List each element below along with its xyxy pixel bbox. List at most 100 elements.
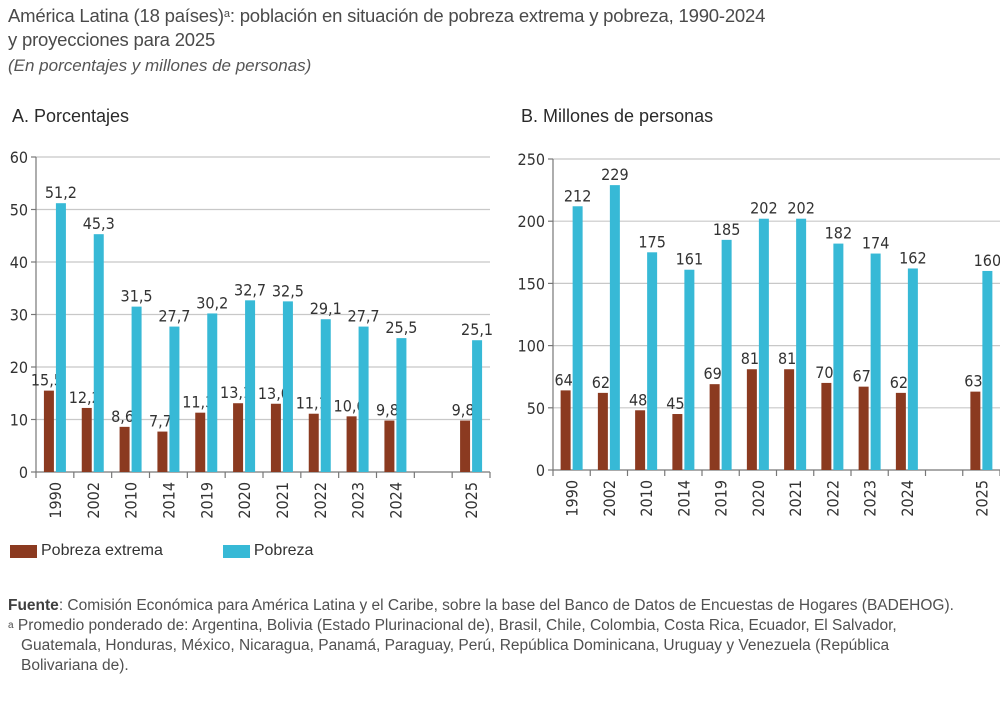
data-label-poverty: 45,3: [83, 214, 115, 233]
data-label-poverty: 160: [974, 251, 1000, 270]
x-tick-label: 2024: [898, 480, 917, 517]
data-label-poverty: 27,7: [348, 307, 380, 326]
data-label-poverty: 25,5: [385, 318, 417, 337]
bar-extreme-poverty: [597, 392, 608, 470]
bar-poverty: [907, 268, 918, 470]
bar-extreme-poverty: [270, 403, 281, 472]
data-label-extreme: 62: [592, 373, 610, 392]
legend-label-poverty: Pobreza: [253, 542, 314, 559]
bar-extreme-poverty: [460, 420, 471, 472]
bar-poverty: [207, 313, 218, 472]
bar-extreme-poverty: [346, 416, 357, 472]
data-label-poverty: 162: [899, 248, 926, 267]
data-label-poverty: 51,2: [45, 183, 77, 202]
title-footnote-mark: a: [223, 8, 230, 20]
bar-extreme-poverty: [43, 390, 54, 472]
x-tick-label: 2020: [235, 482, 254, 519]
x-tick-label: 2022: [823, 480, 842, 517]
legend: Pobreza extrema Pobreza: [10, 542, 373, 560]
bar-poverty: [472, 340, 483, 472]
bar-poverty: [721, 239, 732, 470]
y-tick-label: 20: [10, 358, 28, 377]
x-tick-label: 2010: [122, 482, 141, 519]
title-line2: y proyecciones para 2025: [8, 29, 216, 50]
title-main: América Latina (18 países): [8, 5, 224, 26]
legend-swatch-poverty: [222, 544, 250, 558]
data-label-poverty: 161: [676, 250, 703, 269]
source-label: Fuente: [8, 597, 59, 614]
y-tick-label: 0: [536, 461, 545, 480]
data-label-poverty: 31,5: [121, 287, 153, 306]
figure-title: América Latina (18 países)a: población e…: [8, 4, 765, 52]
x-tick-label: 2024: [386, 482, 405, 519]
data-label-extreme: 67: [852, 367, 870, 386]
bar-extreme-poverty: [195, 412, 206, 472]
data-label-extreme: 11,3: [182, 393, 214, 412]
data-label-poverty: 25,1: [461, 320, 493, 339]
y-tick-label: 200: [518, 212, 545, 231]
bar-extreme-poverty: [709, 384, 720, 470]
figure-subtitle: (En porcentajes y millones de personas): [8, 56, 312, 75]
data-label-extreme: 63: [964, 372, 982, 391]
bar-poverty: [982, 270, 993, 470]
y-tick-label: 40: [10, 253, 28, 272]
bar-extreme-poverty: [233, 403, 244, 472]
bar-extreme-poverty: [821, 382, 832, 470]
bar-extreme-poverty: [746, 369, 757, 470]
data-label-extreme: 10,6: [334, 396, 366, 415]
bar-poverty: [758, 218, 769, 470]
data-label-extreme: 13,0: [258, 384, 290, 403]
bar-extreme-poverty: [81, 407, 92, 472]
data-label-poverty: 27,7: [158, 307, 190, 326]
bar-extreme-poverty: [970, 391, 981, 470]
data-label-extreme: 45: [666, 394, 684, 413]
bar-extreme-poverty: [895, 392, 906, 470]
data-label-extreme: 7,7: [149, 412, 172, 431]
data-label-poverty: 174: [862, 234, 889, 253]
bar-extreme-poverty: [384, 420, 395, 472]
footnote-line3: Bolivariana de).: [21, 657, 129, 674]
y-tick-label: 100: [518, 337, 545, 356]
x-tick-label: 2021: [786, 480, 805, 517]
bar-extreme-poverty: [784, 369, 795, 470]
x-tick-label: 2010: [637, 480, 656, 517]
x-tick-label: 2025: [972, 480, 991, 517]
data-label-extreme: 15,5: [31, 371, 63, 390]
data-label-poverty: 175: [638, 232, 665, 251]
x-tick-label: 2002: [84, 482, 103, 519]
bar-poverty: [320, 319, 331, 472]
y-tick-label: 60: [10, 148, 28, 167]
footnote: a Promedio ponderado de: Argentina, Boli…: [8, 616, 1000, 636]
bar-poverty: [358, 326, 369, 472]
y-tick-label: 250: [518, 150, 545, 169]
bar-poverty: [55, 203, 66, 472]
footnote-line2: Guatemala, Honduras, México, Nicaragua, …: [21, 637, 890, 654]
data-label-extreme: 64: [554, 370, 572, 389]
data-label-extreme: 8,6: [111, 407, 134, 426]
data-label-extreme: 81: [778, 349, 796, 368]
x-tick-label: 2023: [861, 480, 880, 517]
y-tick-label: 50: [10, 201, 28, 220]
data-label-extreme: 9,8: [452, 401, 475, 420]
bar-poverty: [93, 234, 104, 472]
x-tick-label: 2002: [600, 480, 619, 517]
footnote-mark: a: [8, 620, 14, 631]
chart-millions: 0 50 100 150 200 250 1990 64 212 2002 62 229 2010 48 1…: [518, 150, 1000, 517]
y-tick-label: 10: [10, 411, 28, 430]
source-note: Fuente: Comisión Económica para América …: [8, 596, 1000, 616]
bar-extreme-poverty: [119, 426, 130, 472]
bar-poverty: [131, 306, 142, 472]
x-tick-label: 1990: [46, 482, 65, 519]
bar-poverty: [833, 243, 844, 470]
legend-item-poverty: Pobreza: [222, 542, 314, 560]
bar-extreme-poverty: [672, 414, 683, 470]
legend-item-extreme: Pobreza extrema: [10, 542, 163, 560]
x-tick-label: 1990: [563, 480, 582, 517]
panel-b-title: B. Millones de personas: [521, 106, 714, 126]
data-label-extreme: 70: [815, 363, 833, 382]
data-label-extreme: 9,8: [376, 401, 399, 420]
bar-extreme-poverty: [308, 413, 319, 472]
y-tick-label: 150: [518, 274, 545, 293]
bar-extreme-poverty: [635, 410, 646, 470]
data-label-poverty: 32,7: [234, 280, 266, 299]
